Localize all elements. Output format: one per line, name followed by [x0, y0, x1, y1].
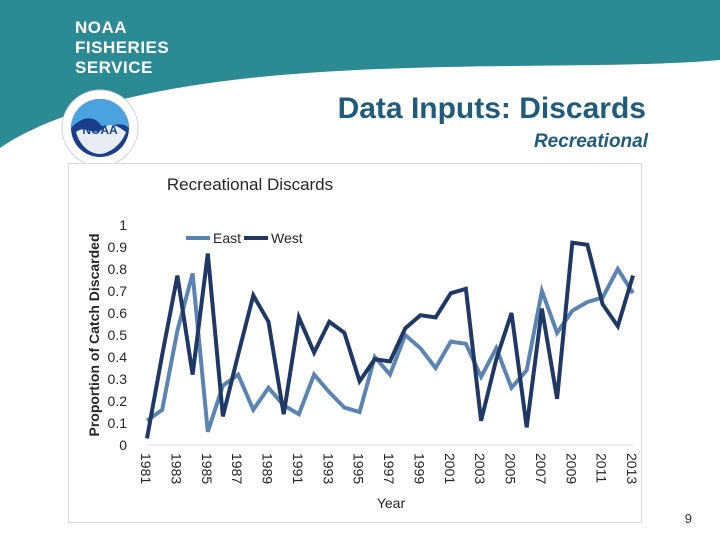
x-tick-label: 1997 — [381, 453, 397, 484]
x-tick-label: 1991 — [290, 453, 306, 484]
x-tick-label: 2013 — [624, 453, 640, 484]
x-tick-label: 2005 — [503, 453, 519, 484]
legend-label-east: East — [213, 230, 241, 246]
y-tick-label: 0.3 — [108, 371, 128, 387]
line-chart: Recreational Discards Proportion of Catch… — [86, 175, 640, 511]
chart-frame: Recreational Discards Proportion of Catch… — [68, 163, 642, 523]
x-tick-label: 1981 — [138, 453, 154, 484]
y-tick-label: 0.9 — [108, 239, 128, 255]
y-tick-label: 0.6 — [108, 305, 128, 321]
y-tick-label: 0.5 — [108, 327, 128, 343]
x-tick-label: 1999 — [411, 453, 427, 484]
series-line-east — [145, 265, 635, 433]
banner-background — [0, 0, 720, 148]
chart-title: Recreational Discards — [167, 175, 333, 194]
x-tick-label: 2011 — [594, 453, 610, 483]
noaa-logo-icon: NOAA — [60, 88, 140, 168]
brand-line-noaa: NOAA — [75, 18, 128, 37]
x-tick-label: 2001 — [442, 453, 458, 484]
x-tick-label: 2007 — [533, 453, 549, 484]
legend-label-west: West — [271, 230, 303, 246]
logo-text: NOAA — [82, 123, 118, 137]
x-tick-label: 1987 — [229, 453, 245, 484]
x-tick-label: 1983 — [168, 453, 184, 484]
x-tick-label: 1993 — [320, 453, 336, 484]
slide-subtitle: Recreational — [533, 131, 648, 152]
x-tick-label: 1989 — [260, 453, 276, 484]
x-axis-label: Year — [377, 495, 406, 511]
y-tick-label: 0.8 — [108, 261, 128, 277]
slide-title: Data Inputs: Discards — [337, 92, 646, 125]
page-number: 9 — [684, 511, 692, 526]
x-tick-label: 2003 — [472, 453, 488, 484]
brand-line-service: SERVICE — [75, 58, 153, 77]
x-tick-label: 2009 — [563, 453, 579, 484]
x-tick-label: 1995 — [351, 453, 367, 484]
y-tick-label: 1 — [119, 217, 127, 233]
series-line-west — [145, 240, 635, 439]
x-tick-label: 1985 — [199, 453, 215, 484]
y-tick-label: 0.1 — [108, 415, 128, 431]
y-tick-label: 0.2 — [108, 393, 128, 409]
brand-line-fisheries: FISHERIES — [75, 38, 170, 57]
y-tick-label: 0 — [119, 437, 127, 453]
y-tick-label: 0.4 — [108, 349, 128, 365]
y-tick-label: 0.7 — [108, 283, 128, 299]
header-banner: NOAA FISHERIES SERVICE — [0, 0, 720, 170]
y-axis-label: Proportion of Catch Discarded — [86, 233, 102, 436]
